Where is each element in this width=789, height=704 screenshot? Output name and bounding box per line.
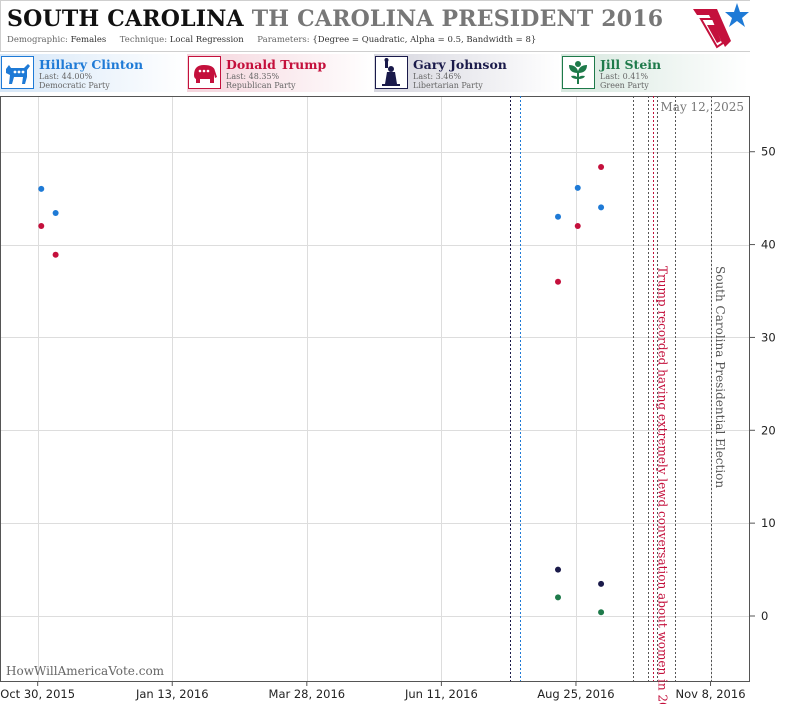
candidate-trump: Donald Trump Last: 48.35% Republican Par…	[187, 54, 374, 92]
parameters-label: Parameters:	[257, 35, 310, 45]
elephant-icon	[188, 56, 221, 89]
candidate-clinton: Hillary Clinton Last: 44.00% Democratic …	[0, 54, 187, 92]
green-leaf-icon	[562, 56, 595, 89]
candidate-last-value: Last: 44.00%	[39, 72, 93, 81]
demographic-label: Demographic:	[7, 35, 68, 45]
poll-scatter-chart: Trump recorded having extremely lewd con…	[0, 96, 776, 704]
y-tick-label: 50	[761, 145, 776, 159]
data-point	[38, 223, 45, 229]
candidate-party: Democratic Party	[39, 81, 110, 90]
title-race: TH CAROLINA PRESIDENT 2016	[251, 6, 664, 32]
y-tick-label: 10	[761, 516, 776, 530]
x-tick-label: Oct 30, 2015	[0, 687, 75, 701]
data-point	[38, 185, 45, 192]
data-point	[598, 204, 605, 211]
candidate-last-value: Last: 48.35%	[226, 72, 280, 81]
x-tick-label: Jun 11, 2016	[404, 687, 478, 701]
plot-frame	[0, 96, 750, 682]
candidate-name: Gary Johnson	[413, 57, 507, 72]
y-tick-label: 40	[761, 238, 776, 252]
parameters-value: {Degree = Quadratic, Alpha = 0.5, Bandwi…	[312, 35, 537, 45]
candidate-legend: Hillary Clinton Last: 44.00% Democratic …	[0, 52, 750, 94]
donkey-icon	[1, 56, 34, 89]
event-annotation: Trump recorded having extremely lewd con…	[655, 266, 669, 704]
data-point	[555, 213, 562, 220]
chart-header: SOUTH CAROLINA TH CAROLINA PRESIDENT 201…	[0, 0, 750, 52]
data-point	[52, 210, 59, 216]
candidate-last-value: Last: 3.46%	[413, 72, 462, 81]
data-point	[52, 251, 59, 258]
chart-parameters: Demographic: Females Technique: Local Re…	[7, 35, 536, 45]
y-tick-label: 30	[761, 330, 776, 344]
data-point	[598, 164, 605, 171]
data-point	[555, 594, 562, 601]
chart-title: SOUTH CAROLINA TH CAROLINA PRESIDENT 201…	[7, 6, 663, 32]
technique-value: Local Regression	[169, 35, 244, 45]
y-tick-label: 0	[761, 609, 768, 623]
x-tick-label: Mar 28, 2016	[269, 687, 346, 701]
demographic-value: Females	[70, 35, 107, 45]
candidate-party: Republican Party	[226, 81, 296, 90]
candidate-party: Libertarian Party	[413, 81, 483, 90]
candidate-stein: Jill Stein Last: 0.41% Green Party	[561, 54, 748, 92]
statue-of-liberty-icon	[375, 56, 408, 89]
candidate-name: Jill Stein	[600, 57, 662, 72]
data-point	[555, 566, 562, 573]
technique-label: Technique:	[119, 35, 168, 45]
data-point	[555, 278, 562, 285]
candidate-name: Hillary Clinton	[39, 57, 144, 72]
site-logo-icon	[693, 3, 749, 49]
candidate-last-value: Last: 0.41%	[600, 72, 649, 81]
title-state: SOUTH CAROLINA	[7, 6, 244, 32]
date-stamp: May 12, 2025	[661, 100, 744, 114]
data-point	[574, 184, 581, 191]
candidate-name: Donald Trump	[226, 57, 327, 72]
event-annotation: South Carolina Presidential Election	[713, 266, 727, 488]
y-tick-label: 20	[761, 423, 776, 437]
x-tick-label: Jan 13, 2016	[135, 687, 209, 701]
x-tick-label: Nov 8, 2016	[676, 687, 746, 701]
source-label: HowWillAmericaVote.com	[6, 664, 165, 678]
data-point	[598, 580, 605, 587]
data-point	[574, 223, 581, 229]
candidate-johnson: Gary Johnson Last: 3.46% Libertarian Par…	[374, 54, 561, 92]
candidate-party: Green Party	[600, 81, 649, 90]
data-point	[598, 609, 605, 616]
x-tick-label: Aug 25, 2016	[537, 687, 614, 701]
